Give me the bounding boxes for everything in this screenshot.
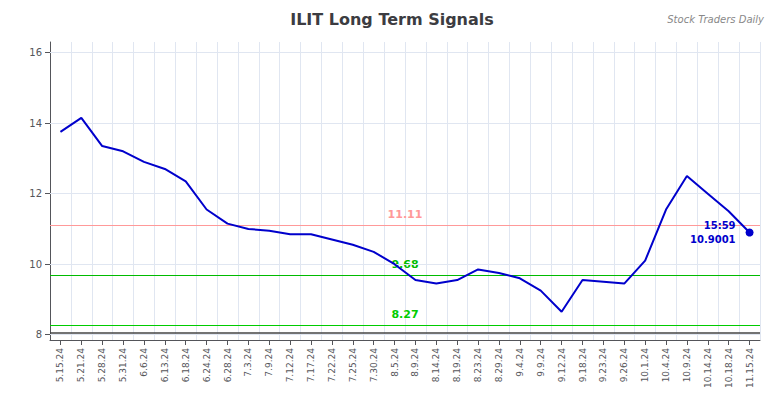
svg-text:ILIT Long Term Signals: ILIT Long Term Signals [290,10,494,29]
svg-text:Stock Traders Daily: Stock Traders Daily [667,14,765,25]
svg-text:10.14.24: 10.14.24 [703,348,713,388]
svg-text:7.25.24: 7.25.24 [348,348,358,383]
svg-text:10.18.24: 10.18.24 [724,348,734,388]
svg-text:8.27: 8.27 [391,308,418,321]
svg-text:6.13.24: 6.13.24 [160,348,170,383]
svg-text:10.9.24: 10.9.24 [682,348,692,383]
svg-text:7.30.24: 7.30.24 [369,348,379,383]
svg-text:11.11: 11.11 [388,208,423,221]
svg-text:10.4.24: 10.4.24 [661,348,671,383]
svg-text:9.9.24: 9.9.24 [536,348,546,377]
svg-text:5.21.24: 5.21.24 [76,348,86,383]
svg-text:6.6.24: 6.6.24 [139,348,149,377]
svg-text:8.23.24: 8.23.24 [473,348,483,383]
svg-text:16: 16 [29,47,42,58]
svg-text:10.9001: 10.9001 [690,234,736,245]
svg-text:14: 14 [29,118,42,129]
svg-text:8.5.24: 8.5.24 [390,348,400,377]
svg-text:10.1.24: 10.1.24 [640,348,650,383]
svg-text:7.3.24: 7.3.24 [243,348,253,377]
svg-text:6.24.24: 6.24.24 [202,348,212,383]
svg-text:7.17.24: 7.17.24 [306,348,316,383]
svg-text:7.22.24: 7.22.24 [327,348,337,383]
svg-text:15:59: 15:59 [704,220,736,231]
svg-text:8.19.24: 8.19.24 [452,348,462,383]
svg-text:8.29.24: 8.29.24 [494,348,504,383]
svg-text:9.4.24: 9.4.24 [515,348,525,377]
svg-text:8.9.24: 8.9.24 [410,348,420,377]
svg-text:9.18.24: 9.18.24 [578,348,588,383]
svg-text:9.12.24: 9.12.24 [557,348,567,383]
svg-text:5.31.24: 5.31.24 [118,348,128,383]
svg-text:5.28.24: 5.28.24 [97,348,107,383]
svg-text:7.12.24: 7.12.24 [285,348,295,383]
svg-text:12: 12 [29,188,42,199]
svg-text:7.9.24: 7.9.24 [264,348,274,377]
svg-text:11.15.24: 11.15.24 [745,348,755,388]
svg-text:6.28.24: 6.28.24 [223,348,233,383]
svg-text:8.14.24: 8.14.24 [431,348,441,383]
svg-text:8: 8 [36,329,42,340]
svg-text:9.68: 9.68 [391,258,419,272]
svg-text:9.23.24: 9.23.24 [598,348,608,383]
svg-text:5.15.24: 5.15.24 [55,348,65,383]
svg-text:9.26.24: 9.26.24 [619,348,629,383]
svg-text:10: 10 [29,259,42,270]
svg-text:6.18.24: 6.18.24 [181,348,191,383]
